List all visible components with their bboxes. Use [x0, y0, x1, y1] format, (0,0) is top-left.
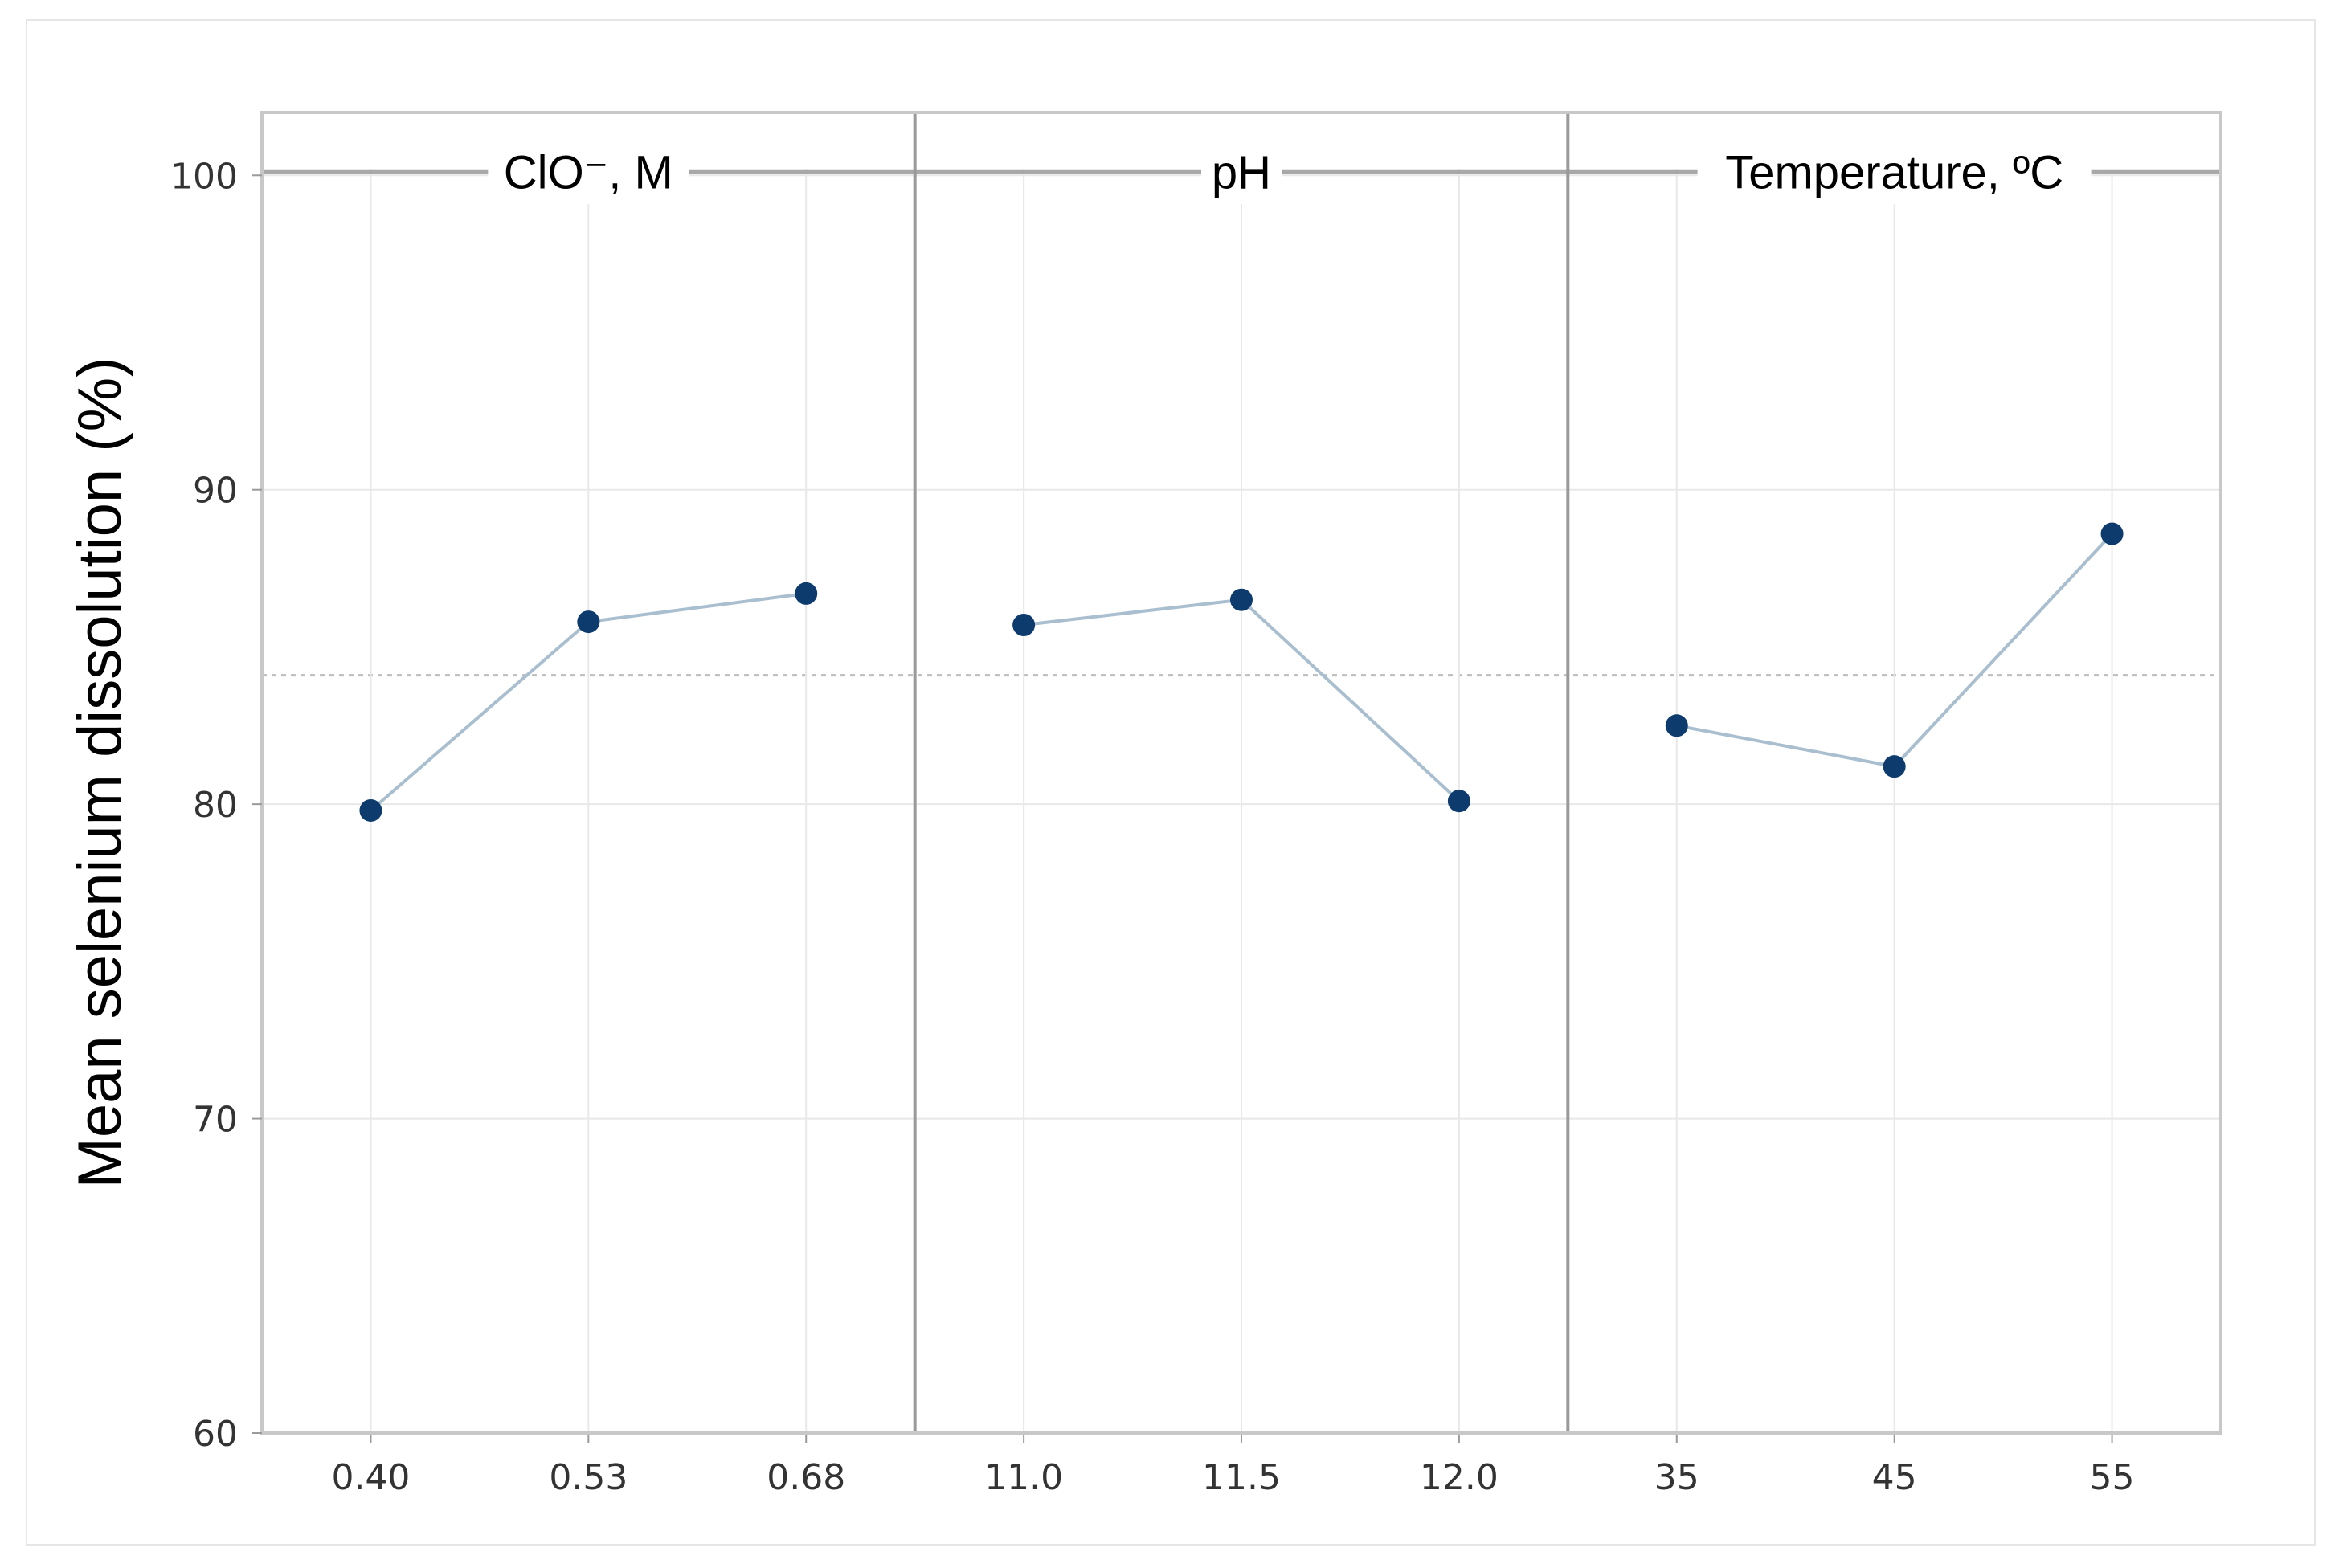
data-point — [1883, 755, 1906, 778]
x-tick-label: 0.53 — [549, 1457, 628, 1498]
y-tick-label: 80 — [193, 785, 238, 826]
x-tick-label: 11.0 — [984, 1457, 1063, 1498]
panel-2: 11.0 11.5 12.0 pH — [914, 140, 1568, 1498]
data-point — [1665, 714, 1688, 737]
panel-title: pH — [1212, 146, 1271, 198]
panel-title-backdrop — [1697, 140, 2092, 205]
panel-1: 0.40 0.53 0.68 ClO⁻, M — [262, 140, 915, 1498]
data-point — [1230, 588, 1253, 611]
data-point — [2100, 522, 2124, 545]
y-tick-label: 70 — [193, 1100, 238, 1141]
panel-title-backdrop — [1201, 140, 1282, 205]
x-tick-label: 55 — [2090, 1457, 2135, 1498]
y-axis-label: Mean selenium dissolution (%) — [66, 357, 134, 1189]
x-tick-label: 45 — [1872, 1457, 1917, 1498]
plot-border — [260, 111, 2222, 1435]
data-point — [577, 610, 600, 634]
y-tick-label: 100 — [170, 156, 238, 197]
x-tick-label: 35 — [1654, 1457, 1699, 1498]
data-point — [1012, 614, 1036, 637]
x-tick-label: 11.5 — [1202, 1457, 1281, 1498]
figure-frame — [26, 19, 2316, 1546]
x-tick-label: 0.40 — [331, 1457, 410, 1498]
y-axis-ticks: 60 70 80 90 100 — [170, 156, 262, 1455]
data-point — [795, 582, 818, 605]
panel-3: 35 45 55 Temperature, ºC — [1568, 140, 2221, 1498]
y-tick-label: 90 — [193, 471, 238, 512]
x-tick-label: 0.68 — [767, 1457, 845, 1498]
panel-title-backdrop — [488, 140, 689, 205]
panel-title: Temperature, ºC — [1725, 146, 2063, 198]
panel-title: ClO⁻, M — [504, 146, 673, 198]
data-point — [1447, 790, 1470, 813]
panels: 0.40 0.53 0.68 ClO⁻, M 11.0 11.5 12.0 pH 35 45 55 T… — [262, 140, 2221, 1498]
plot-frame — [260, 111, 2222, 1435]
y-tick-label: 60 — [193, 1414, 238, 1455]
data-point — [359, 798, 382, 822]
x-tick-label: 12.0 — [1420, 1457, 1499, 1498]
